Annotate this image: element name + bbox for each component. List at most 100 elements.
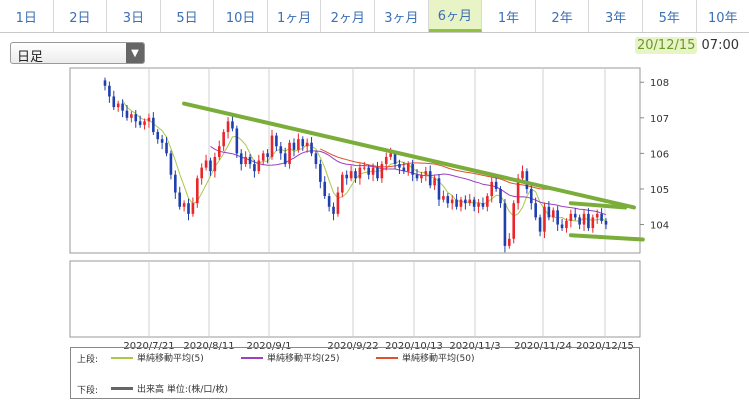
candle-body <box>551 210 555 218</box>
candle-body <box>595 213 599 218</box>
candle-body <box>283 153 287 165</box>
candle-body <box>538 217 542 232</box>
candle-body <box>226 121 230 133</box>
candle-body <box>187 203 190 214</box>
candle-body <box>565 220 568 229</box>
candle-body <box>389 153 392 157</box>
candle-body <box>174 174 177 193</box>
tab-5[interactable]: 1ヶ月 <box>268 0 322 32</box>
candle-body <box>442 196 445 200</box>
candle-body <box>248 156 252 165</box>
candle-body <box>398 164 401 168</box>
candle-body <box>464 199 467 204</box>
candle-body <box>314 153 318 165</box>
candle-body <box>292 142 296 150</box>
candle-body <box>569 213 573 221</box>
legend-ma25: 単純移動平均(25) <box>241 351 339 364</box>
candle-body <box>376 167 379 179</box>
candle-body <box>121 103 124 111</box>
candle-body <box>420 174 423 179</box>
candle-body <box>319 164 322 182</box>
candle-body <box>108 85 111 97</box>
candle-body <box>279 146 283 154</box>
legend-volume-swatch <box>111 387 133 390</box>
tab-8[interactable]: 6ヶ月 <box>428 0 483 32</box>
candle-body <box>402 167 406 172</box>
chart-type-select[interactable]: 日足 ▼ <box>10 42 145 65</box>
candle-body <box>239 153 243 165</box>
tab-6[interactable]: 2ヶ月 <box>321 0 376 32</box>
candle-body <box>490 181 494 197</box>
candle-body <box>270 135 274 157</box>
candle-body <box>534 203 537 218</box>
update-date: 20/12/15 <box>635 37 698 54</box>
chart-type-value: 日足 <box>17 50 44 65</box>
y-tick-label: 104 <box>650 221 669 232</box>
candle-body <box>446 196 450 204</box>
candle-body <box>257 160 261 172</box>
candle-body <box>591 217 595 229</box>
tab-12[interactable]: 5年 <box>643 0 697 32</box>
candle-body <box>125 110 129 118</box>
candle-body <box>380 164 384 179</box>
candle-body <box>178 192 182 207</box>
candle-body <box>424 171 428 175</box>
candle-body <box>143 121 146 125</box>
tab-7[interactable]: 3ヶ月 <box>375 0 429 32</box>
volume-panel-frame <box>69 260 641 338</box>
legend-ma5: 単純移動平均(5) <box>111 351 204 364</box>
tab-13[interactable]: 10年 <box>708 10 738 26</box>
last-update: 20/12/15 07:00 <box>635 37 739 54</box>
tab-9[interactable]: 1年 <box>482 0 536 32</box>
candle-body <box>160 139 164 143</box>
tab-11[interactable]: 3年 <box>589 0 643 32</box>
candle-body <box>222 132 225 147</box>
candle-body <box>371 167 375 175</box>
legend-ma5-swatch <box>111 356 133 359</box>
legend-upper-label: 上段: <box>77 354 99 365</box>
trend-line <box>568 201 628 210</box>
legend-ma5-label: 単純移動平均(5) <box>137 354 204 364</box>
candle-body <box>130 114 133 118</box>
tab-0[interactable]: 1日 <box>0 0 54 32</box>
candle-body <box>521 171 524 179</box>
candle-body <box>266 153 269 157</box>
candle-body <box>529 188 533 204</box>
trend-line <box>182 101 636 210</box>
x-tick-label: 2020/12/15 <box>576 341 634 352</box>
candle-body <box>481 203 485 207</box>
legend-ma50-label: 単純移動平均(50) <box>402 354 475 364</box>
y-tick-label: 105 <box>650 185 669 196</box>
y-tick-label: 107 <box>650 114 669 125</box>
candle-body <box>406 164 410 172</box>
candle-body <box>543 206 546 232</box>
tab-2[interactable]: 3日 <box>107 0 161 32</box>
candle-body <box>556 210 559 225</box>
legend-volume: 出来高 単位:(株/口/枚) <box>111 382 228 395</box>
candle-body <box>573 213 577 218</box>
candle-body <box>393 153 397 165</box>
candle-body <box>195 178 199 204</box>
candle-body <box>305 142 309 147</box>
tab-3[interactable]: 5日 <box>161 0 215 32</box>
candle-body <box>354 171 357 179</box>
candle-body <box>525 171 529 189</box>
candle-body <box>147 117 151 122</box>
candle-body <box>156 132 160 140</box>
y-tick-label: 108 <box>650 78 669 89</box>
candle-body <box>244 156 247 165</box>
candle-body <box>415 174 419 179</box>
candle-body <box>437 178 441 200</box>
chart-legend: 上段: 単純移動平均(5) 単純移動平均(25) 単純移動平均(50) 下段: … <box>70 347 640 399</box>
candle-body <box>235 128 239 154</box>
candle-body <box>367 167 370 175</box>
candle-body <box>217 146 221 157</box>
tab-1[interactable]: 2日 <box>54 0 108 32</box>
candle-body <box>547 206 551 218</box>
legend-ma50: 単純移動平均(50) <box>376 351 474 364</box>
candle-body <box>362 167 366 169</box>
tab-4[interactable]: 10日 <box>214 0 268 32</box>
chevron-down-icon: ▼ <box>126 43 144 63</box>
x-tick-label: 2020/11/24 <box>514 341 572 352</box>
tab-10[interactable]: 2年 <box>536 0 590 32</box>
